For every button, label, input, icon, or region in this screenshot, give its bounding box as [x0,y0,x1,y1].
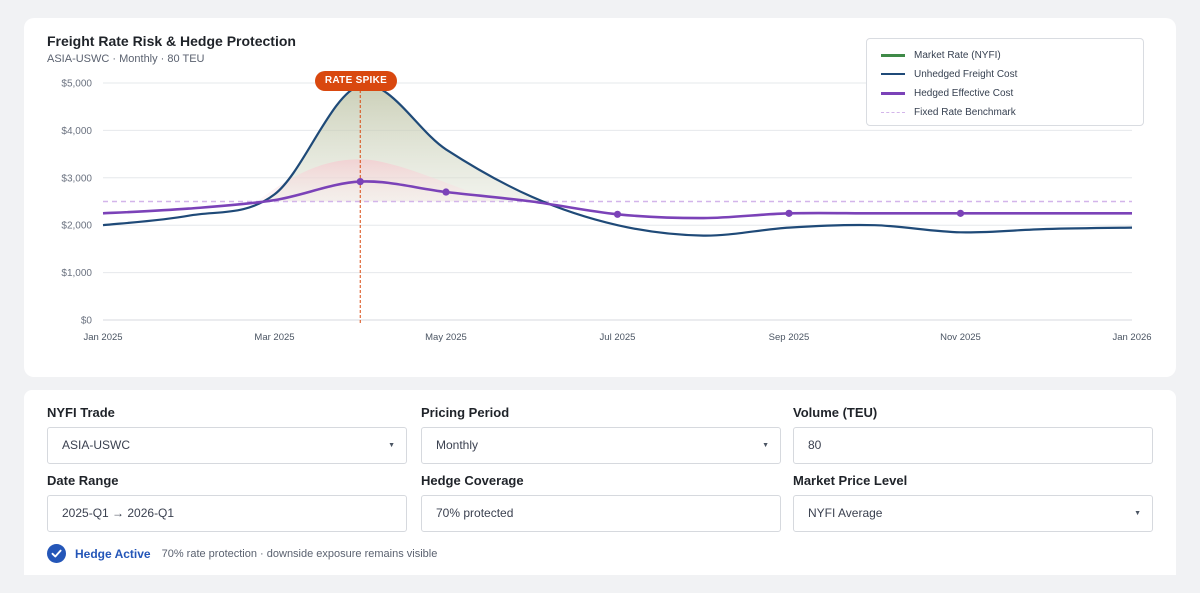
market-price-level-label: Market Price Level [793,473,908,488]
chevron-down-icon: ▼ [762,442,769,449]
y-tick-label: $0 [81,316,93,327]
chart-title: Freight Rate Risk & Hedge Protection [47,33,296,49]
hedge-coverage-label: Hedge Coverage [421,473,524,488]
volume-label: Volume (TEU) [793,405,878,420]
pricing-period-select[interactable]: Monthly ▼ [421,427,781,464]
x-tick-label: May 2025 [425,332,467,343]
hedge-status-note: 70% rate protection · downside exposure … [161,547,438,560]
x-tick-label: Sep 2025 [769,332,810,343]
date-range-input[interactable]: 2025-Q1 → 2026-Q1 [47,495,407,532]
legend-label: Hedged Effective Cost [914,87,1014,99]
series-unhedged-freight-cost [102,83,1133,237]
y-tick-label: $2,000 [61,221,92,232]
freight-rate-chart: $0 $1,000 $2,000 $3,000 $4,000 $5,000 Jan 2025… [61,79,1151,344]
y-tick-label: $5,000 [61,79,92,90]
nyfi-trade-label: NYFI Trade [47,405,115,420]
legend-swatch-benchmark [881,111,905,113]
chevron-down-icon: ▼ [1134,510,1141,517]
chart-subtitle: ASIA-USWC · Monthly · 80 TEU [47,53,205,65]
x-tick-label: Jan 2026 [1112,332,1151,343]
nyfi-trade-value: ASIA-USWC [62,438,131,452]
date-range-value: 2025-Q1 → 2026-Q1 [62,506,175,520]
chart-card: Freight Rate Risk & Hedge Protection ASI… [24,18,1176,377]
y-tick-label: $1,000 [61,268,92,279]
unhedged-exposure-area [103,84,618,202]
hedged-cost-marker [613,210,622,218]
hedged-cost-marker [442,188,450,196]
nyfi-trade-select[interactable]: ASIA-USWC ▼ [47,427,407,464]
y-tick-label: $4,000 [61,126,92,137]
volume-value: 80 [808,438,822,452]
chevron-down-icon: ▼ [388,442,395,449]
legend-item-hedged[interactable]: Hedged Effective Cost [881,86,1013,100]
legend-label: Fixed Rate Benchmark [914,106,1016,118]
legend-swatch-market-rate [881,53,905,57]
x-tick-label: Jul 2025 [600,332,636,343]
market-price-level-select[interactable]: NYFI Average ▼ [793,495,1153,532]
legend-swatch-hedged [881,91,905,95]
controls-card: NYFI Trade ASIA-USWC ▼ Pricing Period Mo… [24,390,1176,575]
market-price-level-value: NYFI Average [808,506,883,520]
hedged-cost-marker [356,177,364,186]
hedge-status: Hedge Active 70% rate protection · downs… [47,544,437,563]
date-range-label: Date Range [47,473,119,488]
legend-item-benchmark[interactable]: Fixed Rate Benchmark [881,105,1016,119]
hedge-active-label: Hedge Active [75,546,151,561]
hedged-cost-marker [956,209,965,217]
check-circle-icon [47,544,66,563]
hedge-coverage-input[interactable]: 70% protected [421,495,781,532]
hedged-cost-marker [785,209,793,217]
legend-item-market-rate[interactable]: Market Rate (NYFI) [881,48,1001,62]
pricing-period-value: Monthly [436,438,479,452]
legend-item-unhedged[interactable]: Unhedged Freight Cost [881,67,1017,81]
hedge-coverage-value: 70% protected [436,506,514,520]
x-tick-label: Mar 2025 [254,332,294,343]
volume-input[interactable]: 80 [793,427,1153,464]
legend-label: Market Rate (NYFI) [914,49,1001,61]
rate-spike-badge: RATE SPIKE [315,71,397,91]
chart-legend: Market Rate (NYFI) Unhedged Freight Cost… [866,38,1144,126]
legend-label: Unhedged Freight Cost [914,68,1018,80]
legend-swatch-unhedged [881,73,905,75]
x-tick-label: Jan 2025 [83,332,122,343]
x-tick-label: Nov 2025 [940,332,981,343]
y-tick-label: $3,000 [61,173,92,184]
pricing-period-label: Pricing Period [421,405,510,420]
